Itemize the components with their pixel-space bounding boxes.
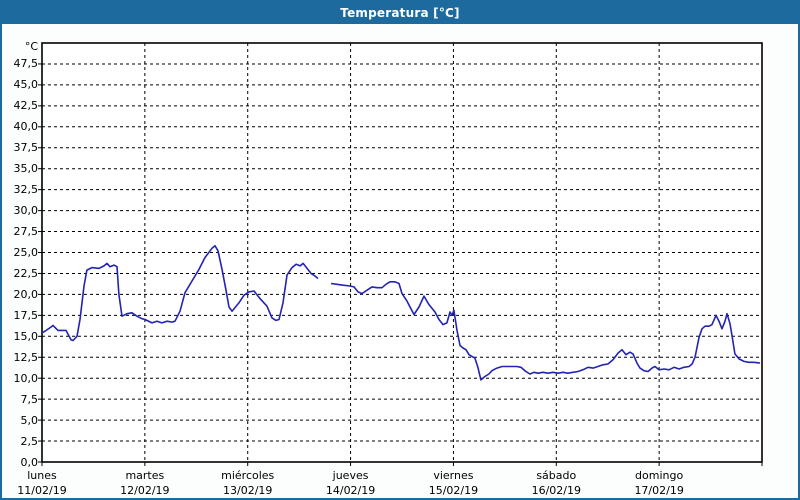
x-axis-day-label: sábado (536, 469, 577, 482)
temperature-plot (38, 42, 763, 466)
y-axis-tick-label: 5,0 (20, 413, 39, 427)
x-axis-date-label: 14/02/19 (325, 484, 376, 497)
y-axis-tick-label: 27,5 (13, 225, 39, 239)
y-axis-tick-label: 22,5 (13, 266, 39, 280)
y-axis-tick-label: 17,5 (13, 308, 39, 322)
y-axis-tick-label: 12,5 (13, 350, 39, 364)
y-axis-tick-label: 2,5 (20, 434, 39, 448)
x-axis-date-label: 16/02/19 (531, 484, 581, 497)
y-axis-tick-label: 45,0 (13, 78, 39, 92)
y-axis-tick-label: 32,5 (13, 183, 39, 197)
x-axis-date-label: 17/02/19 (634, 484, 684, 497)
x-axis-day-label: domingo (635, 469, 684, 482)
y-axis-tick-label: 10,0 (13, 371, 39, 385)
y-axis-tick-label: 7,5 (20, 392, 39, 406)
y-axis-tick-label: 35,0 (13, 162, 39, 176)
x-axis-date-label: 11/02/19 (17, 484, 67, 497)
temperature-line (41, 245, 319, 342)
x-axis-date-label: 13/02/19 (223, 484, 273, 497)
y-axis-tick-label: 15,0 (13, 329, 39, 343)
y-axis-tick-label: 30,0 (13, 204, 39, 218)
x-axis-date-label: 15/02/19 (428, 484, 479, 497)
y-axis-tick-label: 47,5 (13, 57, 39, 71)
temperature-line (330, 280, 761, 381)
y-axis-unit-label: °C (24, 40, 38, 53)
y-axis-tick-label: 20,0 (13, 287, 39, 301)
x-axis-day-label: miércoles (221, 469, 275, 482)
chart-title: Temperatura [°C] (340, 6, 460, 20)
x-axis-date-label: 12/02/19 (120, 484, 170, 497)
chart-area: °C 47,5 45,0 42,5 40,0 37,5 35,0 32,5 30,0 27,5 25… (2, 24, 798, 498)
x-axis-day-label: viernes (433, 469, 474, 482)
y-axis-tick-label: 37,5 (13, 141, 39, 155)
y-axis-tick-label: 40,0 (13, 120, 39, 134)
y-axis-tick-label: 25,0 (13, 246, 39, 259)
y-axis-tick-label: 42,5 (13, 99, 39, 113)
x-axis-day-label: jueves (332, 469, 369, 482)
x-axis-day-label: lunes (27, 469, 57, 482)
x-axis-day-label: martes (125, 469, 165, 482)
window-title-bar: Temperatura [°C] (2, 2, 798, 24)
y-axis-tick-label: 0,0 (20, 455, 39, 469)
